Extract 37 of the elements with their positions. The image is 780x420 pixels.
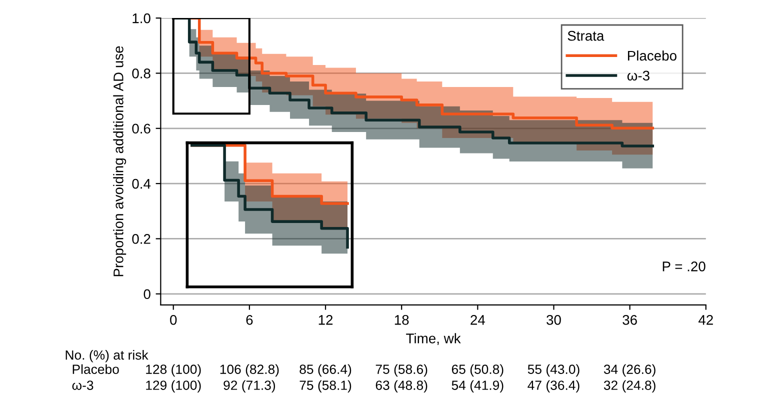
y-tick-label: 0.4: [132, 178, 151, 189]
x-tick-label: 30: [546, 315, 561, 325]
text: 65 (50.8): [452, 364, 504, 377]
text: 32 (24.8): [604, 380, 656, 393]
text: 92 (71.3): [224, 380, 276, 393]
text: 75 (58.1): [300, 380, 352, 393]
text: 47 (36.4): [528, 380, 580, 393]
text: 106 (82.8): [220, 364, 279, 377]
x-tick-label: 0: [170, 315, 177, 325]
x-tick-label: 12: [318, 315, 333, 325]
x-tick-label: 24: [470, 315, 485, 325]
x-tick-label: 36: [622, 315, 637, 325]
y-tick-label: 0.6: [132, 124, 150, 134]
y-tick-label: 1.0: [132, 13, 150, 24]
text: 55 (43.0): [528, 364, 580, 377]
y-axis-title: Proportion avoiding additional AD use: [113, 46, 126, 276]
text: 54 (41.9): [452, 380, 504, 393]
legend-label: ω-3: [627, 70, 650, 81]
x-tick-label: 18: [394, 315, 409, 325]
text: 128 (100): [146, 364, 201, 377]
y-tick-label: 0.2: [132, 234, 150, 244]
text: No. (%) at risk: [66, 350, 148, 362]
text: ω-3: [72, 380, 94, 390]
text: 75 (58.6): [376, 364, 428, 377]
x-tick-label: 6: [246, 315, 253, 325]
text: 63 (48.8): [376, 380, 428, 393]
x-tick-label: 42: [698, 315, 713, 325]
y-tick-label: 0: [144, 289, 150, 300]
x-axis-title: Time, wk: [406, 333, 461, 345]
annotation: P = .20: [662, 262, 706, 272]
text: Placebo: [72, 364, 119, 374]
text: 129 (100): [146, 380, 201, 393]
text: 34 (26.6): [604, 364, 656, 377]
legend-title: Strata: [568, 30, 604, 41]
text: 85 (66.4): [300, 364, 352, 377]
y-tick-label: 0.8: [132, 68, 150, 78]
legend-label: Placebo: [628, 50, 676, 61]
